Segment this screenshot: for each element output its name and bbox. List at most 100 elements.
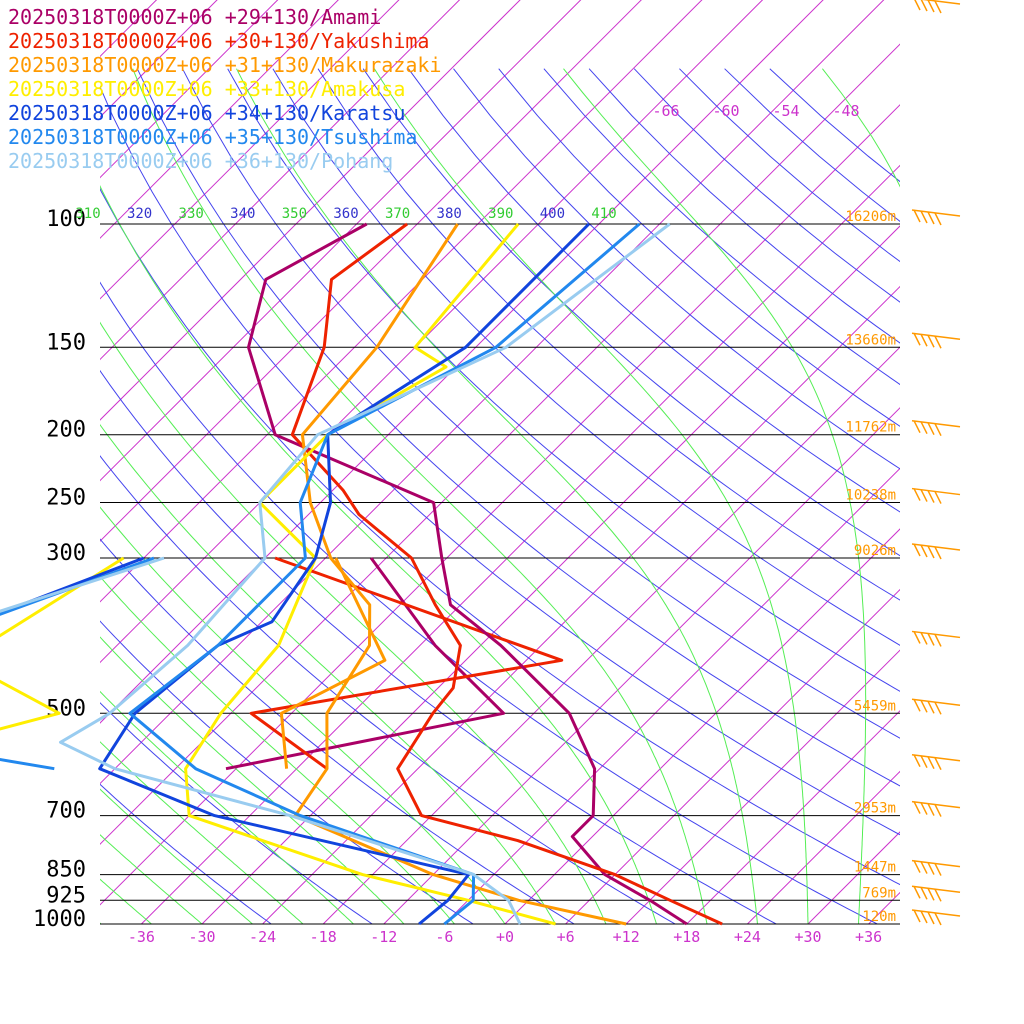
isotherm-line [868, 891, 900, 924]
wind-barb [911, 543, 961, 560]
isotherm-line [100, 0, 461, 361]
legend-entry: 20250318T0000Z+06 +33+130/Amakusa [8, 77, 405, 101]
temp-tick-label: -24 [249, 928, 276, 946]
theta-label: 330 [179, 206, 204, 222]
moist-adiabat-line [100, 321, 607, 924]
moist-adiabat-line [100, 741, 304, 924]
isotherm-lines [100, 0, 900, 924]
moist-adiabat-lines [100, 68, 900, 924]
height-label: 5459m [854, 698, 896, 714]
temp-tick-label: +18 [673, 928, 700, 946]
upper-temp-label: -48 [832, 102, 859, 120]
isotherm-line [262, 285, 900, 924]
theta-label: 360 [333, 206, 358, 222]
dry-adiabat-line [317, 68, 900, 601]
dry-adiabat-line [633, 68, 900, 303]
dewpoint-line [0, 556, 125, 731]
dry-adiabat-line [100, 187, 900, 886]
legend-entry: 20250318T0000Z+06 +30+130/Yakushima [8, 29, 429, 53]
pressure-label: 200 [46, 418, 86, 443]
height-label: 2953m [854, 801, 896, 817]
dewpoint-line [0, 556, 155, 771]
isotherm-line [100, 0, 582, 482]
isotherm-line [686, 710, 900, 924]
wind-barb [911, 909, 961, 926]
legend-entry: 20250318T0000Z+06 +31+130/Makurazaki [8, 53, 441, 77]
wind-barb [911, 209, 961, 226]
temp-tick-label: +12 [613, 928, 640, 946]
temp-tick-label: +0 [496, 928, 514, 946]
theta-label: 370 [385, 206, 410, 222]
pressure-label: 850 [46, 858, 86, 883]
temperature-line [184, 223, 556, 926]
temp-tick-label: -12 [370, 928, 397, 946]
theta-label: 380 [437, 206, 462, 222]
isotherm-line [565, 588, 900, 924]
dry-adiabat-line [100, 783, 273, 924]
dry-adiabat-line [100, 702, 374, 924]
height-label: 120m [862, 909, 896, 925]
moist-adiabat-line [100, 423, 556, 924]
temperature-line [290, 222, 723, 926]
wind-barb [911, 419, 961, 437]
temperature-line [247, 222, 688, 926]
temp-tick-label: +36 [855, 928, 882, 946]
moist-adiabat-line [563, 68, 867, 924]
upper-temp-label: -54 [772, 102, 799, 120]
temperature-line [59, 222, 671, 925]
isobar-lines [100, 223, 900, 925]
dry-adiabat-line [100, 538, 576, 924]
dry-adiabat-line [769, 68, 900, 183]
wind-barb [911, 800, 961, 817]
isotherm-line [625, 649, 900, 924]
pressure-label: 100 [46, 207, 86, 232]
height-label: 16206m [845, 209, 896, 225]
dry-adiabat-line [182, 68, 900, 739]
height-label: 10238m [845, 488, 896, 504]
dry-adiabat-line [100, 85, 900, 836]
isotherm-line [100, 0, 400, 300]
dewpoint-line [0, 556, 165, 613]
wind-barb [911, 698, 961, 715]
height-label: 1447m [854, 860, 896, 876]
temp-tick-label: -18 [310, 928, 337, 946]
moist-adiabat-line [132, 68, 708, 924]
moist-adiabat-line [100, 690, 354, 924]
temperature-line [128, 222, 641, 926]
isotherm-line [100, 0, 339, 239]
upper-temp-label: -60 [712, 102, 739, 120]
height-label: 769m [862, 885, 896, 901]
isotherm-line [100, 0, 824, 724]
isotherm-line [100, 0, 703, 603]
sounding-series [0, 222, 723, 926]
isotherm-line [444, 467, 900, 924]
isotherm-line [322, 346, 900, 924]
height-label: 9026m [854, 543, 896, 559]
wind-barb [911, 859, 961, 876]
legend-entry: 20250318T0000Z+06 +35+130/Tsushima [8, 125, 417, 149]
theta-label: 390 [488, 206, 513, 222]
moist-adiabat-line [100, 788, 253, 924]
wind-barb [911, 630, 961, 647]
moist-adiabat-line [373, 68, 809, 924]
theta-label: 350 [282, 206, 307, 222]
pressure-label: 925 [46, 883, 86, 908]
wind-barb [911, 487, 961, 504]
dry-adiabat-line [100, 369, 778, 924]
temp-tick-label: +24 [734, 928, 761, 946]
isotherm-line [504, 528, 900, 924]
height-label: 11762m [845, 420, 896, 436]
isotherm-line [141, 164, 900, 924]
dry-adiabat-line [227, 68, 900, 692]
theta-label: 310 [75, 206, 100, 222]
temp-tick-label: -30 [188, 928, 215, 946]
upper-temp-label: -66 [652, 102, 679, 120]
height-label: 13660m [845, 332, 896, 348]
theta-label: 410 [591, 206, 616, 222]
legend-entry: 20250318T0000Z+06 +36+130/Pohang [8, 149, 393, 173]
theta-label: 340 [230, 206, 255, 222]
dry-adiabat-line [100, 455, 677, 924]
temperature-line [293, 223, 627, 926]
temp-tick-label: +6 [557, 928, 575, 946]
